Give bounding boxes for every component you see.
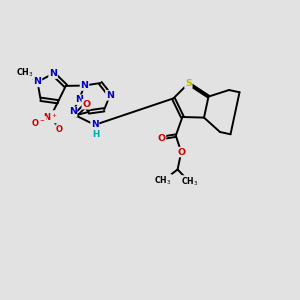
Text: O: O bbox=[82, 100, 90, 109]
Text: O: O bbox=[157, 134, 166, 142]
Text: N: N bbox=[49, 69, 57, 78]
Text: N: N bbox=[69, 107, 76, 116]
Text: O$^-$: O$^-$ bbox=[31, 117, 45, 128]
Text: S: S bbox=[185, 79, 192, 88]
Text: N: N bbox=[80, 81, 88, 90]
Text: CH$_3$: CH$_3$ bbox=[154, 175, 171, 187]
Text: CH$_3$: CH$_3$ bbox=[181, 176, 198, 188]
Text: O: O bbox=[177, 148, 185, 157]
Text: N: N bbox=[106, 91, 114, 100]
Text: CH$_3$: CH$_3$ bbox=[16, 66, 34, 79]
Text: N: N bbox=[91, 120, 99, 129]
Text: N: N bbox=[75, 95, 83, 104]
Text: O: O bbox=[56, 125, 63, 134]
Text: N$^+$: N$^+$ bbox=[43, 111, 58, 123]
Text: N: N bbox=[34, 77, 41, 86]
Text: H: H bbox=[92, 130, 99, 139]
